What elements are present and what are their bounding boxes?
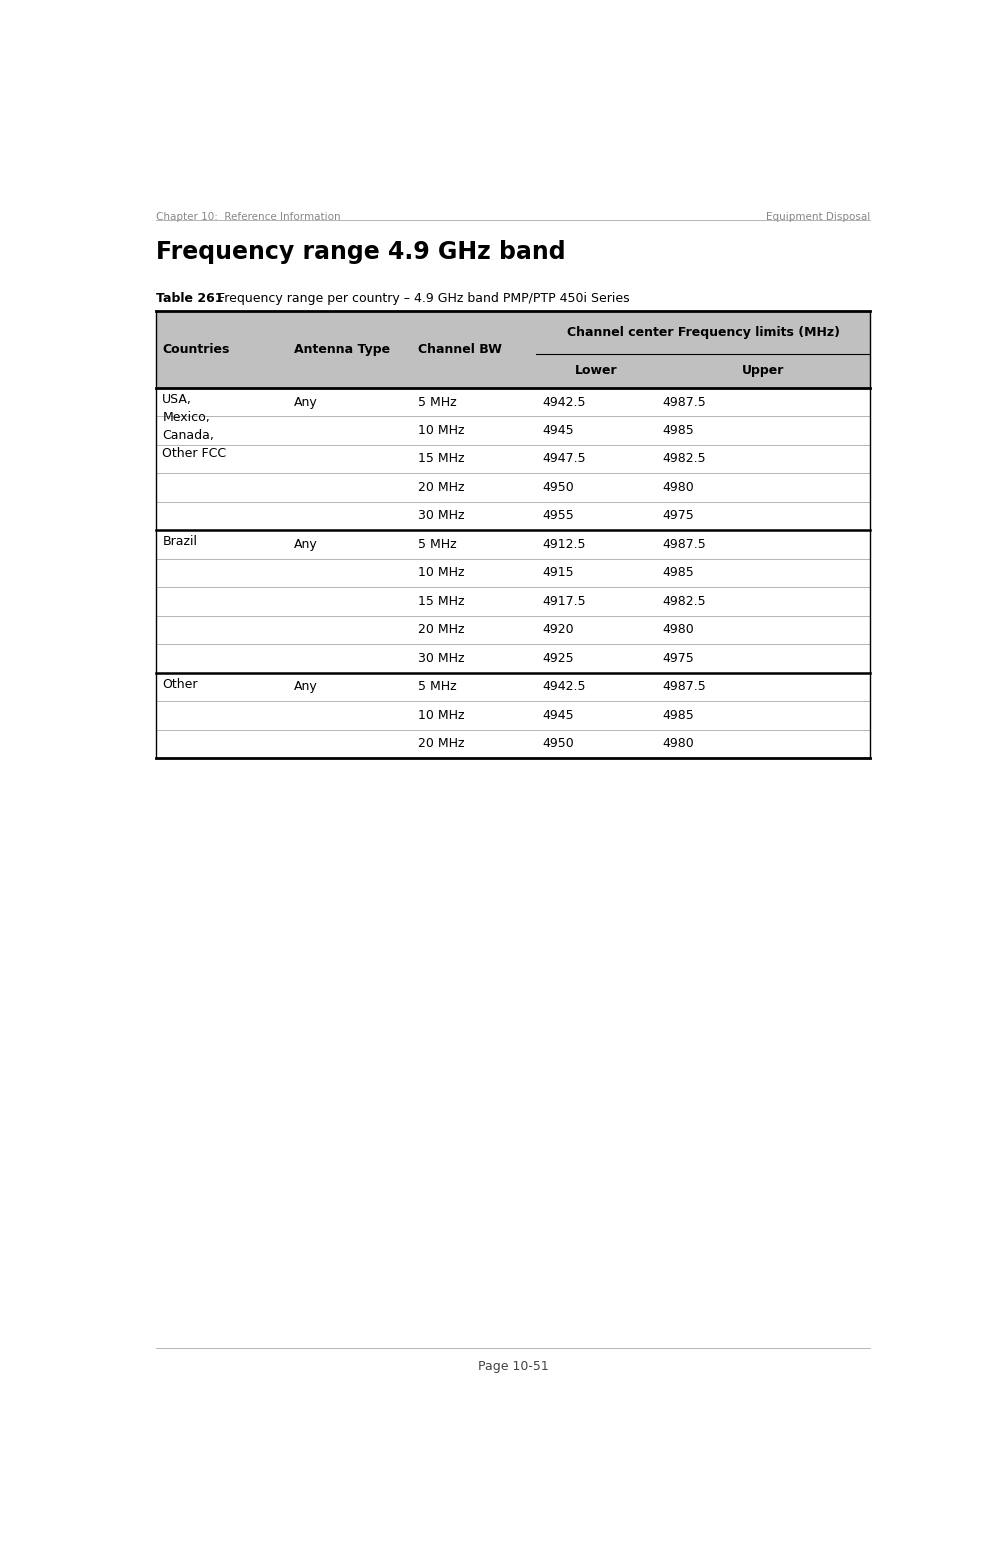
Text: 4987.5: 4987.5 — [663, 681, 707, 694]
Text: 4982.5: 4982.5 — [663, 596, 707, 608]
Text: 4920: 4920 — [543, 624, 575, 636]
Text: 4985: 4985 — [663, 425, 695, 437]
Text: Any: Any — [294, 681, 318, 694]
Text: 4980: 4980 — [663, 480, 695, 494]
Text: 15 MHz: 15 MHz — [418, 453, 464, 465]
Text: 4975: 4975 — [663, 510, 695, 522]
Text: 4985: 4985 — [663, 566, 695, 580]
Text: 4982.5: 4982.5 — [663, 453, 707, 465]
Text: 20 MHz: 20 MHz — [418, 737, 464, 751]
Text: 10 MHz: 10 MHz — [418, 566, 464, 580]
Text: Other: Other — [162, 678, 198, 690]
Text: 10 MHz: 10 MHz — [418, 709, 464, 722]
Text: 4987.5: 4987.5 — [663, 395, 707, 409]
Text: 30 MHz: 30 MHz — [418, 652, 464, 666]
Text: Chapter 10:  Reference Information: Chapter 10: Reference Information — [156, 211, 340, 222]
Text: USA,
Mexico,
Canada,
Other FCC: USA, Mexico, Canada, Other FCC — [162, 392, 226, 460]
Text: 30 MHz: 30 MHz — [418, 510, 464, 522]
Text: Antenna Type: Antenna Type — [294, 344, 390, 356]
Text: 15 MHz: 15 MHz — [418, 596, 464, 608]
Text: Equipment Disposal: Equipment Disposal — [766, 211, 870, 222]
Text: 4987.5: 4987.5 — [663, 538, 707, 550]
Text: 4912.5: 4912.5 — [543, 538, 586, 550]
Text: 4925: 4925 — [543, 652, 575, 666]
Text: 4950: 4950 — [543, 737, 575, 751]
Text: 4985: 4985 — [663, 709, 695, 722]
Text: 10 MHz: 10 MHz — [418, 425, 464, 437]
Text: 4942.5: 4942.5 — [543, 681, 586, 694]
Text: Frequency range 4.9 GHz band: Frequency range 4.9 GHz band — [156, 241, 566, 264]
Text: 4980: 4980 — [663, 624, 695, 636]
Text: Any: Any — [294, 395, 318, 409]
Text: Any: Any — [294, 538, 318, 550]
Text: 20 MHz: 20 MHz — [418, 624, 464, 636]
Text: Channel BW: Channel BW — [418, 344, 503, 356]
Text: Brazil: Brazil — [162, 535, 197, 547]
Text: 4915: 4915 — [543, 566, 575, 580]
Text: Page 10-51: Page 10-51 — [477, 1361, 549, 1373]
Text: 4955: 4955 — [543, 510, 575, 522]
Text: Table 261: Table 261 — [156, 292, 223, 305]
Text: 4975: 4975 — [663, 652, 695, 666]
Text: 4947.5: 4947.5 — [543, 453, 587, 465]
Text: 4950: 4950 — [543, 480, 575, 494]
Text: 4945: 4945 — [543, 709, 575, 722]
Text: 5 MHz: 5 MHz — [418, 681, 457, 694]
Text: 5 MHz: 5 MHz — [418, 538, 457, 550]
Text: 5 MHz: 5 MHz — [418, 395, 457, 409]
Text: 4945: 4945 — [543, 425, 575, 437]
Text: 4942.5: 4942.5 — [543, 395, 586, 409]
Text: Frequency range per country – 4.9 GHz band PMP/PTP 450i Series: Frequency range per country – 4.9 GHz ba… — [213, 292, 630, 305]
Bar — [156, 311, 870, 387]
Text: 4917.5: 4917.5 — [543, 596, 587, 608]
Text: Lower: Lower — [576, 364, 618, 378]
Text: Channel center Frequency limits (MHz): Channel center Frequency limits (MHz) — [567, 327, 840, 339]
Text: Upper: Upper — [742, 364, 785, 378]
Text: Countries: Countries — [162, 344, 230, 356]
Text: 20 MHz: 20 MHz — [418, 480, 464, 494]
Text: 4980: 4980 — [663, 737, 695, 751]
